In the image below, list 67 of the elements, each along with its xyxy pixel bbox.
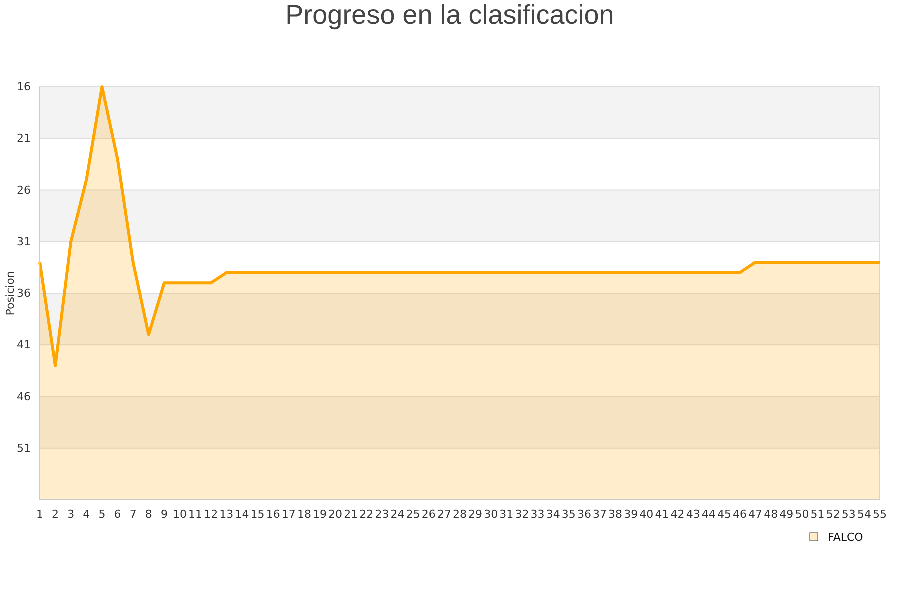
x-tick-label: 11 — [188, 508, 203, 521]
x-tick-label: 22 — [360, 508, 374, 521]
x-tick-label: 12 — [204, 508, 218, 521]
x-tick-label: 16 — [266, 508, 280, 521]
x-tick-label: 47 — [748, 508, 763, 521]
x-tick-label: 44 — [702, 508, 716, 521]
x-tick-label: 5 — [98, 508, 106, 521]
x-tick-label: 30 — [484, 508, 498, 521]
chart-title: Progreso en la clasificacion — [286, 0, 614, 30]
y-tick-label: 21 — [17, 132, 31, 146]
x-tick-label: 20 — [328, 508, 343, 521]
x-tick-label: 33 — [530, 508, 545, 521]
x-tick-label: 9 — [160, 508, 168, 521]
x-tick-label: 40 — [640, 508, 654, 521]
y-tick-label: 36 — [17, 287, 31, 300]
x-tick-label: 18 — [297, 508, 312, 521]
x-tick-label: 3 — [68, 508, 75, 521]
x-tick-label: 35 — [562, 508, 576, 521]
x-tick-label: 36 — [577, 508, 592, 521]
x-tick-label: 43 — [686, 508, 700, 521]
x-tick-label: 13 — [220, 508, 234, 521]
y-tick-label: 31 — [17, 235, 31, 248]
x-tick-label: 4 — [83, 508, 90, 521]
y-tick-label: 16 — [17, 80, 31, 94]
x-tick-label: 28 — [453, 508, 467, 521]
x-tick-label: 15 — [250, 508, 265, 521]
x-tick-label: 55 — [873, 508, 887, 521]
legend-label: FALCO — [828, 531, 864, 544]
x-tick-label: 8 — [145, 508, 152, 521]
y-tick-label: 41 — [17, 338, 31, 352]
x-tick-label: 2 — [52, 508, 60, 521]
x-tick-label: 54 — [857, 508, 872, 521]
x-tick-label: 10 — [173, 508, 187, 521]
x-tick-label: 29 — [468, 508, 483, 521]
x-tick-label: 32 — [515, 508, 530, 521]
x-tick-label: 48 — [764, 508, 778, 521]
x-tick-label: 31 — [500, 508, 514, 521]
x-tick-label: 39 — [624, 508, 638, 521]
x-tick-label: 24 — [390, 508, 405, 521]
y-tick-label: 46 — [17, 390, 31, 404]
y-axis-title: Posicion — [4, 271, 17, 316]
x-tick-label: 51 — [810, 508, 825, 521]
x-tick-label: 42 — [670, 508, 685, 521]
x-tick-label: 27 — [437, 508, 452, 521]
y-tick-label: 51 — [17, 442, 31, 455]
x-tick-label: 49 — [780, 508, 794, 521]
x-tick-label: 21 — [344, 508, 358, 521]
x-tick-label: 7 — [130, 508, 137, 521]
x-tick-label: 25 — [406, 508, 420, 521]
x-tick-label: 53 — [842, 508, 856, 521]
x-tick-label: 14 — [235, 508, 250, 521]
x-tick-label: 26 — [422, 508, 436, 521]
x-tick-label: 52 — [826, 508, 840, 521]
x-tick-label: 34 — [546, 508, 560, 521]
x-tick-label: 50 — [795, 508, 810, 521]
x-tick-label: 23 — [375, 508, 390, 521]
x-tick-label: 1 — [36, 508, 44, 521]
x-tick-label: 37 — [593, 508, 607, 521]
x-tick-label: 19 — [313, 508, 327, 521]
y-tick-label: 26 — [17, 184, 31, 197]
x-tick-label: 17 — [282, 508, 296, 521]
x-tick-label: 6 — [114, 508, 122, 521]
x-tick-label: 45 — [717, 508, 732, 521]
line-series — [38, 86, 882, 368]
x-tick-label: 46 — [733, 508, 747, 521]
x-tick-label: 41 — [655, 508, 670, 521]
x-tick-label: 38 — [608, 508, 623, 521]
